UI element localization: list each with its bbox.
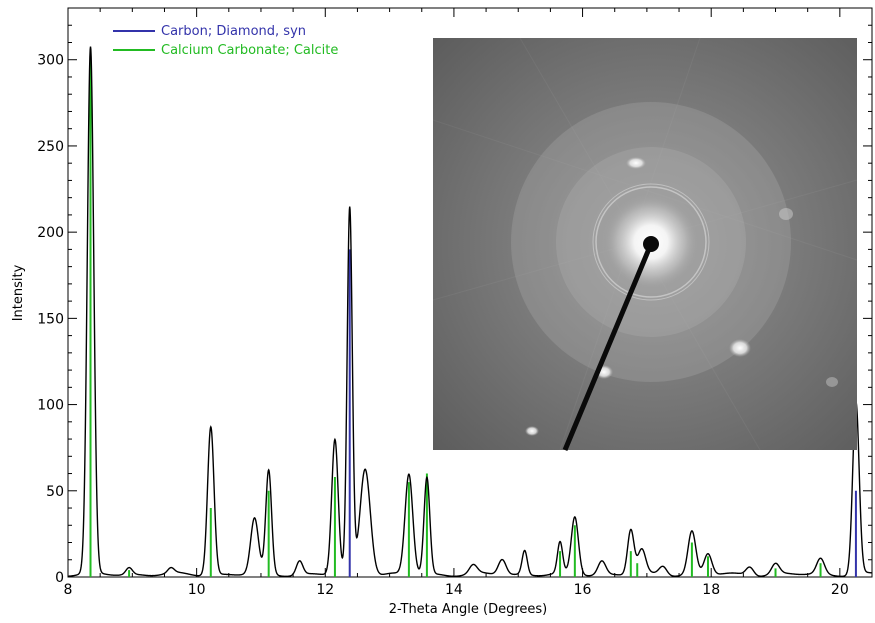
legend-label-diamond: Carbon; Diamond, syn [161,24,306,39]
y-tick-label: 50 [46,484,64,500]
x-tick-label: 20 [831,582,849,598]
plot-frame [67,7,873,578]
beam-stop-rod [562,243,654,451]
legend-label-calcite: Calcium Carbonate; Calcite [161,43,338,58]
series-diffraction-pattern [67,46,873,578]
x-tick-label: 16 [574,582,592,598]
x-tick-label: 12 [316,582,334,598]
y-tick-label: 250 [37,139,64,155]
y-tick-label: 0 [55,570,64,586]
y-axis-title: Intensity [11,264,26,321]
diffraction-image-inset [432,37,858,451]
x-tick-label: 8 [64,582,73,598]
x-axis-title: 2-Theta Angle (Degrees) [389,602,548,617]
legend: Carbon; Diamond, syn Calcium Carbonate; … [113,24,338,58]
x-tick-label: 18 [702,582,720,598]
beam-stop [643,236,659,252]
y-tick-label: 300 [37,53,64,69]
x-tick-label: 10 [188,582,206,598]
x-tick-label: 14 [445,582,463,598]
y-tick-label: 150 [37,311,64,327]
reference-pattern-lines [89,51,857,577]
y-tick-label: 100 [37,398,64,414]
y-tick-label: 200 [37,225,64,241]
